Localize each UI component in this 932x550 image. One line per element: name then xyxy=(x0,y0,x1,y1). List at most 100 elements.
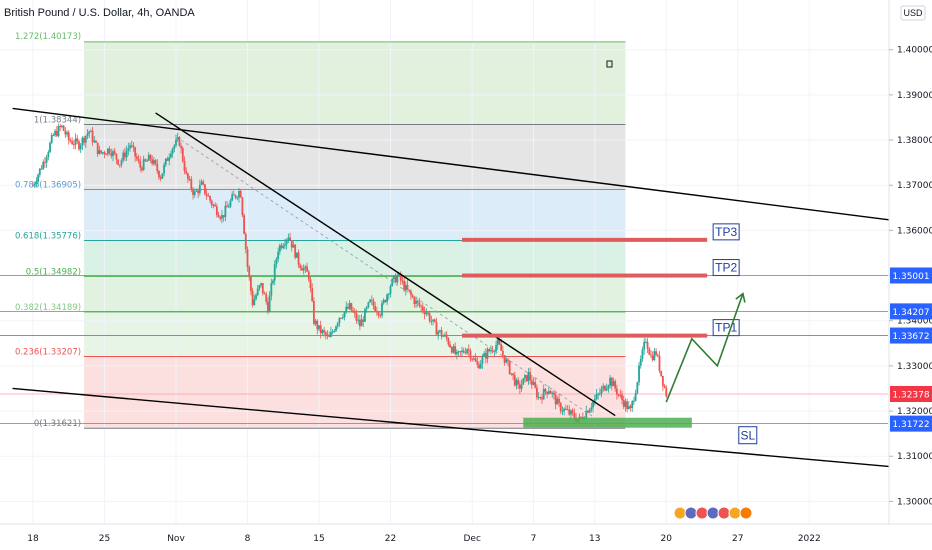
candle-body xyxy=(304,266,307,269)
candle-body xyxy=(362,319,365,322)
projection-line[interactable] xyxy=(665,293,744,403)
candle-body xyxy=(428,313,431,321)
candle-body xyxy=(311,288,314,302)
candle-body xyxy=(556,398,559,405)
candle-body xyxy=(561,411,564,413)
candle-body xyxy=(486,349,489,359)
candle-body xyxy=(433,319,436,323)
candle-body xyxy=(100,150,102,153)
stop-loss-label-box[interactable] xyxy=(738,426,758,445)
candle-body xyxy=(636,382,639,394)
time-axis[interactable]: 18 25 Nov 8 15 22 Dec 7 13 20 27 2022 xyxy=(27,534,820,544)
take-profit-line[interactable] xyxy=(462,333,708,338)
candle-body xyxy=(587,410,589,413)
candle-body xyxy=(200,181,203,185)
candle-body xyxy=(558,398,560,404)
candle-body xyxy=(566,409,569,411)
trendlines[interactable] xyxy=(12,107,902,469)
event-flag-icon[interactable] xyxy=(695,506,709,520)
candle-body xyxy=(149,155,152,160)
fib-level-label: 0.786(1.36905) xyxy=(15,180,81,190)
candle-body xyxy=(345,306,348,312)
candle-body xyxy=(161,173,164,179)
currency-box[interactable] xyxy=(900,5,926,21)
candle-body xyxy=(462,350,465,353)
trendline-dashed[interactable] xyxy=(180,139,596,419)
candle-body xyxy=(244,233,247,250)
take-profit-line[interactable] xyxy=(462,273,708,278)
candle-body xyxy=(440,330,443,337)
projected-path[interactable] xyxy=(665,292,746,403)
candle-body xyxy=(626,401,629,410)
candle-body xyxy=(393,275,395,279)
candle-body xyxy=(484,353,487,359)
fib-zone xyxy=(84,124,626,190)
candle-body xyxy=(546,391,549,394)
candle-body xyxy=(481,356,484,364)
trendline[interactable] xyxy=(12,387,902,469)
candle-body xyxy=(411,295,414,298)
candle-body xyxy=(316,320,319,330)
price-level-badge xyxy=(890,303,932,320)
price-level-value: 1.33672 xyxy=(892,332,929,342)
candle-body xyxy=(323,330,326,333)
candle-body xyxy=(622,399,625,407)
event-flag-icon[interactable] xyxy=(717,506,731,520)
candle-body xyxy=(185,170,188,174)
candle-body xyxy=(188,179,191,181)
trendline[interactable] xyxy=(12,107,902,223)
candle-body xyxy=(650,354,652,356)
candle-body xyxy=(132,145,135,148)
candle-body xyxy=(593,398,596,402)
event-flag-icon[interactable] xyxy=(739,506,753,520)
event-flag-icon[interactable] xyxy=(673,506,687,520)
candle-body xyxy=(592,401,594,408)
fib-zone xyxy=(84,41,626,125)
candle-body xyxy=(81,137,84,146)
candle-body xyxy=(69,140,72,142)
candle-body xyxy=(326,334,329,336)
take-profit-line[interactable] xyxy=(462,237,708,242)
time-tick-label: 8 xyxy=(245,534,251,544)
candle-body xyxy=(634,393,637,401)
take-profit-label-box[interactable] xyxy=(712,259,740,277)
economic-events[interactable] xyxy=(673,506,753,520)
candle-body xyxy=(76,138,79,142)
stop-loss-zone[interactable]: SL xyxy=(523,417,758,445)
candle-body xyxy=(178,137,181,146)
candle-body xyxy=(658,355,661,371)
candle-body xyxy=(403,280,406,291)
candle-body xyxy=(643,342,646,350)
currency-label: USD xyxy=(903,8,923,18)
candle-body xyxy=(488,349,491,352)
candle-body xyxy=(314,320,317,324)
event-flag-icon[interactable] xyxy=(706,506,720,520)
candle-body xyxy=(290,240,293,248)
candle-body xyxy=(333,330,336,332)
candle-body xyxy=(600,388,603,394)
candle-body xyxy=(125,150,128,158)
candle-body xyxy=(573,412,576,419)
candle-body xyxy=(418,302,421,306)
candle-body xyxy=(130,145,133,147)
candle-body xyxy=(604,385,606,391)
candle-body xyxy=(571,410,574,413)
candle-body xyxy=(338,317,341,324)
take-profit-label-box[interactable] xyxy=(712,223,740,241)
candle-body xyxy=(219,217,222,219)
candle-body xyxy=(294,244,297,258)
time-tick-label: 20 xyxy=(661,534,673,544)
candle-body xyxy=(38,168,41,175)
candle-body xyxy=(495,345,497,352)
candle-body xyxy=(541,397,543,400)
price-candles xyxy=(32,123,668,423)
candle-body xyxy=(505,359,508,363)
event-flag-icon[interactable] xyxy=(684,506,698,520)
trendline[interactable] xyxy=(155,112,616,417)
candle-body xyxy=(404,284,407,291)
candle-body xyxy=(113,151,116,154)
event-flag-icon[interactable] xyxy=(728,506,742,520)
chart-title: British Pound / U.S. Dollar, 4h, OANDA xyxy=(4,7,195,19)
stop-loss-box[interactable] xyxy=(523,417,692,428)
